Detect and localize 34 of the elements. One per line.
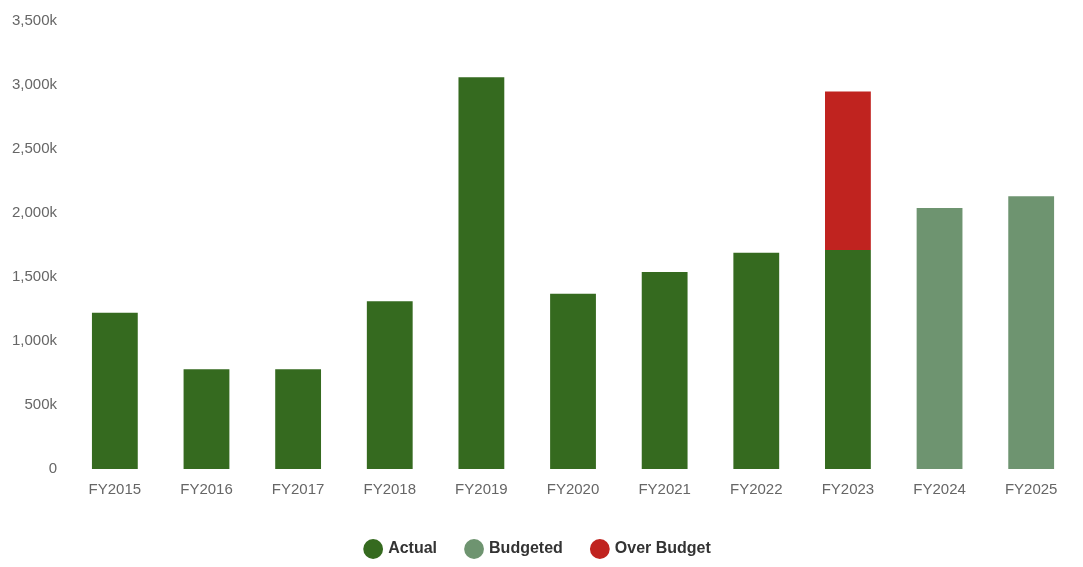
bar bbox=[825, 91, 871, 251]
bar bbox=[183, 369, 230, 469]
x-tick-label: FY2023 bbox=[821, 480, 875, 498]
legend-label: Budgeted bbox=[489, 539, 563, 557]
x-tick-label: FY2022 bbox=[730, 480, 783, 498]
bar bbox=[825, 250, 871, 469]
x-tick-label: FY2016 bbox=[180, 480, 233, 498]
y-tick-label: 3,000k bbox=[11, 75, 58, 93]
x-tick-label: FY2020 bbox=[546, 480, 600, 498]
bar bbox=[458, 77, 505, 469]
bar bbox=[916, 207, 963, 469]
bar bbox=[275, 369, 322, 469]
y-tick-label: 2,500k bbox=[11, 139, 58, 157]
x-tick-label: FY2025 bbox=[1004, 480, 1058, 498]
bar bbox=[366, 301, 413, 469]
x-tick-label: FY2024 bbox=[913, 480, 966, 498]
x-tick-label: FY2015 bbox=[88, 480, 142, 498]
bar bbox=[91, 312, 138, 469]
bar bbox=[550, 293, 596, 469]
legend-label: Over Budget bbox=[614, 539, 712, 557]
x-tick-label: FY2019 bbox=[455, 480, 508, 498]
x-tick-label: FY2018 bbox=[363, 480, 417, 498]
y-tick-label: 500k bbox=[24, 395, 58, 413]
y-tick-label: 0 bbox=[48, 459, 58, 477]
legend-label: Actual bbox=[388, 539, 438, 557]
x-tick-label: FY2017 bbox=[271, 480, 325, 498]
bar bbox=[1008, 196, 1055, 469]
y-tick-label: 1,000k bbox=[11, 331, 58, 349]
bar bbox=[733, 252, 780, 469]
x-tick-label: FY2021 bbox=[638, 480, 691, 498]
y-tick-label: 1,500k bbox=[11, 267, 58, 285]
y-tick-label: 3,500k bbox=[11, 11, 58, 29]
y-tick-label: 2,000k bbox=[11, 203, 58, 221]
bar bbox=[641, 271, 688, 469]
